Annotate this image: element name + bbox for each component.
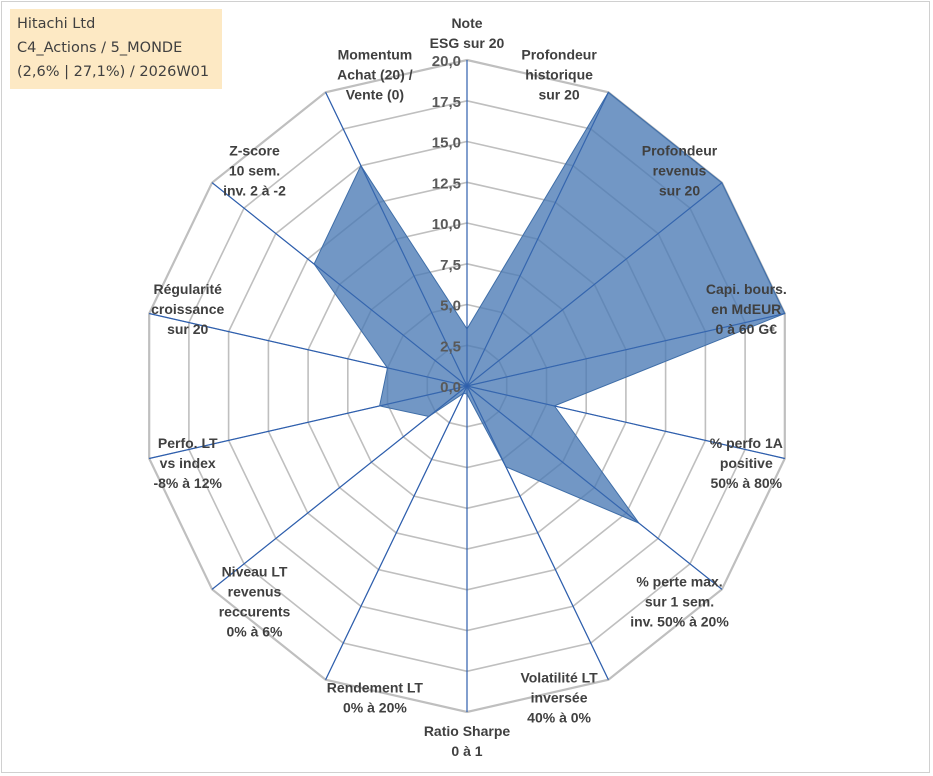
axis-label-3-line-1: en MdEUR <box>711 301 781 317</box>
spoke-overlay-13 <box>325 92 468 387</box>
tick-label-2: 5,0 <box>440 298 461 315</box>
axis-label-4-line-1: positive <box>720 455 773 471</box>
tick-label-4: 10,0 <box>432 216 461 233</box>
axis-label-10-line-1: vs index <box>160 455 216 471</box>
tick-label-8: 20,0 <box>432 53 461 70</box>
radial-tick-labels: 0,0 2,5 5,0 7,5 10,0 12,5 15,0 17,5 20,0 <box>432 53 461 396</box>
axis-label-9: Niveau LT revenus reccurents 0% à 6% <box>219 564 291 640</box>
axis-label-13-line-2: Vente (0) <box>346 86 404 102</box>
axis-label-10-line-2: -8% à 12% <box>153 475 222 491</box>
axis-label-12: Z-score 10 sem. inv. 2 à -2 <box>223 142 286 198</box>
axis-label-8-line-0: Rendement LT <box>327 680 424 696</box>
axis-label-4-line-2: 50% à 80% <box>710 475 782 491</box>
tick-label-3: 7,5 <box>440 257 461 274</box>
axis-label-1-line-1: historique <box>525 66 593 82</box>
axis-label-9-line-1: revenus <box>228 584 282 600</box>
axis-label-12-line-2: inv. 2 à -2 <box>223 182 286 198</box>
axis-label-1-line-0: Profondeur <box>521 46 597 62</box>
axis-label-5: % perte max. sur 1 sem. inv. 50% à 20% <box>630 574 729 630</box>
spoke-overlay-12 <box>211 182 468 387</box>
axis-label-0-line-1: ESG sur 20 <box>430 35 505 51</box>
spoke-overlay-1 <box>466 92 609 387</box>
axis-label-9-line-3: 0% à 6% <box>226 624 283 640</box>
spoke-overlay-6 <box>466 385 609 680</box>
axis-label-4-line-0: % perfo 1A <box>710 435 783 451</box>
spoke-overlay-4 <box>466 385 785 459</box>
axis-label-8: Rendement LT 0% à 20% <box>327 680 424 716</box>
tick-label-6: 15,0 <box>432 135 461 152</box>
axis-label-11-line-0: Régularité <box>153 281 222 297</box>
spoke-overlay-9 <box>211 385 468 590</box>
spoke-overlay-2 <box>466 182 723 387</box>
axis-label-11: Régularité croissance sur 20 <box>151 281 224 337</box>
info-company-name: Hitachi Ltd <box>17 16 96 32</box>
axis-label-12-line-1: 10 sem. <box>229 162 280 178</box>
axis-label-9-line-2: reccurents <box>219 604 291 620</box>
axis-label-2-line-0: Profondeur <box>642 142 718 158</box>
spoke-overlay-11 <box>149 313 468 387</box>
axis-label-13-line-0: Momentum <box>338 46 413 62</box>
axis-label-3-line-2: 0 à 60 G€ <box>716 321 778 337</box>
axis-label-2-line-1: revenus <box>653 162 707 178</box>
axis-label-12-line-0: Z-score <box>229 142 280 158</box>
tick-label-0: 0,0 <box>440 379 461 396</box>
axis-label-3: Capi. bours. en MdEUR 0 à 60 G€ <box>706 281 787 337</box>
axis-label-10: Perfo. LT vs index -8% à 12% <box>153 435 222 491</box>
axis-label-6-line-1: inversée <box>531 690 588 706</box>
tick-label-1: 2,5 <box>440 338 461 355</box>
radar-series <box>149 60 786 712</box>
axis-label-4: % perfo 1A positive 50% à 80% <box>710 435 783 491</box>
axis-labels: Note ESG sur 20 Profondeur historique sur 20… <box>151 15 787 759</box>
axis-label-13-line-1: Achat (20) / <box>337 66 413 82</box>
axis-label-5-line-2: inv. 50% à 20% <box>630 614 729 630</box>
axis-label-11-line-2: sur 20 <box>167 321 208 337</box>
axis-label-13: Momentum Achat (20) / Vente (0) <box>337 46 413 102</box>
axis-label-5-line-1: sur 1 sem. <box>645 594 714 610</box>
info-box: Hitachi Ltd C4_Actions / 5_MONDE (2,6% |… <box>10 9 222 89</box>
axis-label-9-line-0: Niveau LT <box>222 564 288 580</box>
axis-label-6: Volatilité LT inversée 40% à 0% <box>520 670 598 726</box>
spoke-overlay-5 <box>466 385 723 590</box>
axis-label-3-line-0: Capi. bours. <box>706 281 787 297</box>
axis-label-2: Profondeur revenus sur 20 <box>642 142 718 198</box>
spoke-overlay-10 <box>149 385 468 459</box>
axis-label-11-line-1: croissance <box>151 301 224 317</box>
spoke-overlay-8 <box>325 385 468 680</box>
axis-label-5-line-0: % perte max. <box>636 574 722 590</box>
axis-label-6-line-2: 40% à 0% <box>527 710 591 726</box>
axis-label-6-line-0: Volatilité LT <box>520 670 598 686</box>
axis-label-7-line-1: 0 à 1 <box>451 743 482 759</box>
tick-label-5: 12,5 <box>432 175 461 192</box>
axis-label-1: Profondeur historique sur 20 <box>521 46 597 102</box>
axis-label-8-line-1: 0% à 20% <box>343 700 407 716</box>
axis-label-7: Ratio Sharpe 0 à 1 <box>424 723 511 759</box>
axis-label-2-line-2: sur 20 <box>659 182 700 198</box>
axis-label-0: Note ESG sur 20 <box>430 15 505 51</box>
axis-label-7-line-0: Ratio Sharpe <box>424 723 511 739</box>
axis-label-10-line-0: Perfo. LT <box>158 435 218 451</box>
info-category: C4_Actions / 5_MONDE <box>17 40 183 56</box>
spoke-overlay-3 <box>466 313 785 387</box>
tick-label-7: 17,5 <box>432 94 461 111</box>
axis-label-0-line-0: Note <box>451 15 482 31</box>
axis-label-1-line-2: sur 20 <box>538 86 579 102</box>
info-stats: (2,6% | 27,1%) / 2026W01 <box>17 64 210 80</box>
